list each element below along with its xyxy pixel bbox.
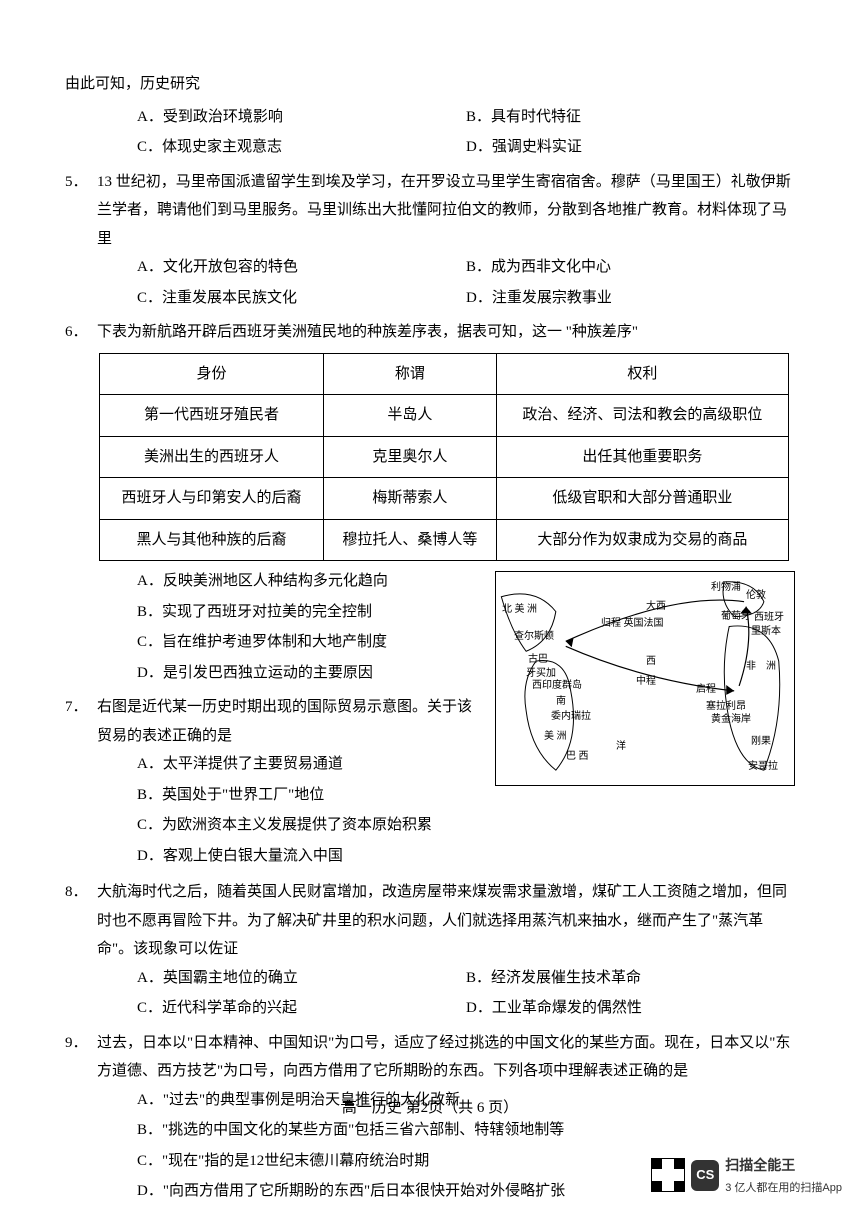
question-number: 8． <box>65 878 97 964</box>
trade-route-map: 北 美 洲 查尔斯顿 古巴 牙买加 西印度群岛 南 委内瑞拉 美 洲 巴 西 大… <box>495 571 795 786</box>
map-label: 北 美 洲 <box>502 600 537 619</box>
option-c[interactable]: C．旨在维护考迪罗体制和大地产制度 <box>65 628 485 657</box>
question-text: 右图是近代某一历史时期出现的国际贸易示意图。关于该贸易的表述正确的是 <box>97 693 485 750</box>
option-c[interactable]: C．为欧洲资本主义发展提供了资本原始积累 <box>65 811 485 840</box>
question-6: 6． 下表为新航路开辟后西班牙美洲殖民地的种族差序表，据表可知，这一 "种族差序… <box>65 318 795 347</box>
option-b[interactable]: B．实现了西班牙对拉美的完全控制 <box>65 598 485 627</box>
question-number: 6． <box>65 318 97 347</box>
option-row: C．注重发展本民族文化 D．注重发展宗教事业 <box>65 284 795 313</box>
table-row: 第一代西班牙殖民者 半岛人 政治、经济、司法和教会的高级职位 <box>100 395 789 437</box>
table-row: 美洲出生的西班牙人 克里奥尔人 出任其他重要职务 <box>100 436 789 478</box>
scanner-watermark: CS 扫描全能王 3 亿人都在用的扫描App <box>651 1152 842 1199</box>
map-label: 西 <box>646 652 656 671</box>
option-d[interactable]: D．强调史料实证 <box>466 133 795 162</box>
cs-badge: CS <box>691 1160 719 1191</box>
question-number: 5． <box>65 168 97 254</box>
option-row: C．近代科学革命的兴起 D．工业革命爆发的偶然性 <box>65 994 795 1023</box>
option-d[interactable]: D．工业革命爆发的偶然性 <box>466 994 795 1023</box>
map-label: 葡萄牙 <box>721 607 751 626</box>
map-label: 里斯本 <box>751 622 781 641</box>
table-header: 身份 <box>100 353 324 395</box>
option-a[interactable]: A．反映美洲地区人种结构多元化趋向 <box>65 567 485 596</box>
table-cell: 穆拉托人、桑博人等 <box>323 519 496 561</box>
table-cell: 美洲出生的西班牙人 <box>100 436 324 478</box>
option-a[interactable]: A．受到政治环境影响 <box>137 103 466 132</box>
option-c[interactable]: C．体现史家主观意志 <box>137 133 466 162</box>
map-label: 归程 英国法国 <box>601 614 664 633</box>
option-c[interactable]: C．注重发展本民族文化 <box>137 284 466 313</box>
watermark-subtitle: 3 亿人都在用的扫描App <box>725 1178 842 1199</box>
table-cell: 出任其他重要职务 <box>496 436 788 478</box>
question-text: 13 世纪初，马里帝国派遣留学生到埃及学习，在开罗设立马里学生寄宿宿舍。穆萨（马… <box>97 168 795 254</box>
option-b[interactable]: B．英国处于"世界工厂"地位 <box>65 781 485 810</box>
question-text: 大航海时代之后，随着英国人民财富增加，改造房屋带来煤炭需求量激增，煤矿工人工资随… <box>97 878 795 964</box>
option-row: A．文化开放包容的特色 B．成为西非文化中心 <box>65 253 795 282</box>
map-label: 中程 <box>636 672 656 691</box>
table-cell: 克里奥尔人 <box>323 436 496 478</box>
option-row: C．体现史家主观意志 D．强调史料实证 <box>65 133 795 162</box>
option-b[interactable]: B．经济发展催生技术革命 <box>466 964 795 993</box>
question-stem: 由此可知，历史研究 <box>65 70 795 99</box>
table-cell: 西班牙人与印第安人的后裔 <box>100 478 324 520</box>
map-label: 查尔斯顿 <box>514 627 554 646</box>
question-5: 5． 13 世纪初，马里帝国派遣留学生到埃及学习，在开罗设立马里学生寄宿宿舍。穆… <box>65 168 795 254</box>
table-header: 称谓 <box>323 353 496 395</box>
option-a[interactable]: A．太平洋提供了主要贸易通道 <box>65 750 485 779</box>
map-label: 委内瑞拉 <box>551 707 591 726</box>
qr-code-icon <box>651 1158 685 1192</box>
option-d[interactable]: D．注重发展宗教事业 <box>466 284 795 313</box>
question-7: 7． 右图是近代某一历史时期出现的国际贸易示意图。关于该贸易的表述正确的是 <box>65 693 485 750</box>
option-row: A．英国霸主地位的确立 B．经济发展催生技术革命 <box>65 964 795 993</box>
page-footer: 高一历史 第2页（共 6 页） <box>0 1094 860 1123</box>
map-label: 刚果 <box>751 732 771 751</box>
table-row: 黑人与其他种族的后裔 穆拉托人、桑博人等 大部分作为奴隶成为交易的商品 <box>100 519 789 561</box>
option-b[interactable]: B．具有时代特征 <box>466 103 795 132</box>
question-text: 下表为新航路开辟后西班牙美洲殖民地的种族差序表，据表可知，这一 "种族差序" <box>97 318 795 347</box>
map-label: 洋 <box>616 737 626 756</box>
table-header: 权利 <box>496 353 788 395</box>
question-9: 9． 过去，日本以"日本精神、中国知识"为口号，适应了经过挑选的中国文化的某些方… <box>65 1029 795 1086</box>
question-number: 9． <box>65 1029 97 1086</box>
option-a[interactable]: A．英国霸主地位的确立 <box>137 964 466 993</box>
map-label: 巴 西 <box>566 747 589 766</box>
map-label: 利物浦 <box>711 578 741 597</box>
option-d[interactable]: D．客观上使白银大量流入中国 <box>65 842 485 871</box>
option-d[interactable]: D．是引发巴西独立运动的主要原因 <box>65 659 485 688</box>
question-8: 8． 大航海时代之后，随着英国人民财富增加，改造房屋带来煤炭需求量激增，煤矿工人… <box>65 878 795 964</box>
table-cell: 低级官职和大部分普通职业 <box>496 478 788 520</box>
race-hierarchy-table: 身份 称谓 权利 第一代西班牙殖民者 半岛人 政治、经济、司法和教会的高级职位 … <box>99 353 789 562</box>
table-row: 西班牙人与印第安人的后裔 梅斯蒂索人 低级官职和大部分普通职业 <box>100 478 789 520</box>
table-cell: 梅斯蒂索人 <box>323 478 496 520</box>
table-cell: 政治、经济、司法和教会的高级职位 <box>496 395 788 437</box>
option-c[interactable]: C．近代科学革命的兴起 <box>137 994 466 1023</box>
option-a[interactable]: A．文化开放包容的特色 <box>137 253 466 282</box>
map-label: 非 洲 <box>746 657 776 676</box>
map-label: 黄金海岸 <box>711 710 751 729</box>
watermark-title: 扫描全能王 <box>725 1152 842 1179</box>
table-cell: 大部分作为奴隶成为交易的商品 <box>496 519 788 561</box>
table-cell: 第一代西班牙殖民者 <box>100 395 324 437</box>
map-label: 安哥拉 <box>748 757 778 776</box>
table-cell: 黑人与其他种族的后裔 <box>100 519 324 561</box>
question-number: 7． <box>65 693 97 750</box>
option-row: A．受到政治环境影响 B．具有时代特征 <box>65 103 795 132</box>
question-text: 过去，日本以"日本精神、中国知识"为口号，适应了经过挑选的中国文化的某些方面。现… <box>97 1029 795 1086</box>
option-b[interactable]: B．成为西非文化中心 <box>466 253 795 282</box>
map-label: 美 洲 <box>544 727 567 746</box>
table-cell: 半岛人 <box>323 395 496 437</box>
map-label: 伦敦 <box>746 586 766 605</box>
